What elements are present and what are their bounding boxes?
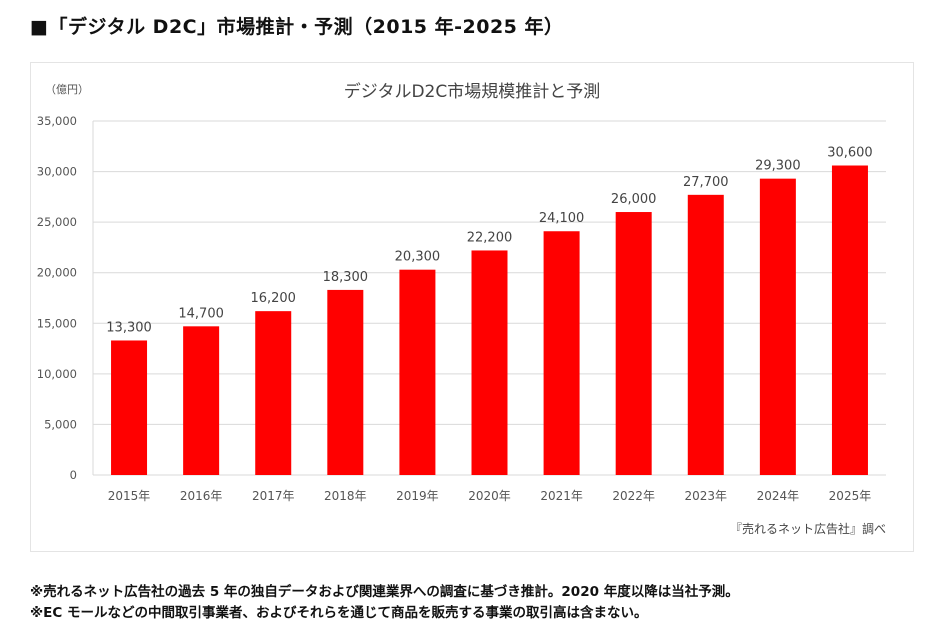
x-tick-label: 2023年	[684, 489, 727, 503]
footnote-1: ※売れるネット広告社の過去 5 年の独自データおよび関連業界への調査に基づき推計…	[30, 584, 739, 600]
bar	[327, 289, 364, 475]
footnote-2: ※EC モールなどの中間取引事業者、およびそれらを通じて商品を販売する事業の取引…	[30, 605, 648, 621]
data-label: 30,600	[827, 146, 873, 161]
data-label: 26,000	[611, 192, 657, 207]
footnotes: ※売れるネット広告社の過去 5 年の独自データおよび関連業界への調査に基づき推計…	[30, 582, 739, 624]
y-tick-label: 25,000	[37, 215, 77, 229]
bar	[255, 311, 292, 475]
data-label: 13,300	[106, 320, 152, 335]
y-tick-label: 5,000	[44, 417, 77, 431]
x-tick-label: 2024年	[757, 489, 800, 503]
data-label: 14,700	[178, 306, 224, 321]
data-label: 24,100	[539, 211, 585, 226]
bar	[831, 165, 868, 475]
bar	[399, 269, 436, 475]
data-label: 27,700	[683, 175, 729, 190]
chart-title: デジタルD2C市場規模推計と予測	[344, 81, 600, 102]
x-tick-label: 2021年	[540, 489, 583, 503]
y-tick-label: 15,000	[37, 316, 77, 330]
chart-container: デジタルD2C市場規模推計と予測 （億円） 0 5,000 10,000 15,000 20…	[30, 62, 914, 552]
bar	[111, 340, 148, 475]
x-tick-label: 2016年	[180, 489, 223, 503]
y-tick-label: 35,000	[37, 114, 77, 128]
x-tick-label: 2017年	[252, 489, 295, 503]
y-tick-label: 20,000	[37, 266, 77, 280]
x-tick-label: 2015年	[108, 489, 151, 503]
x-tick-label: 2018年	[324, 489, 367, 503]
x-tick-label: 2019年	[396, 489, 439, 503]
x-tick-label: 2020年	[468, 489, 511, 503]
x-tick-label: 2022年	[612, 489, 655, 503]
y-tick-label: 0	[70, 468, 77, 482]
bar	[543, 231, 580, 475]
data-label: 29,300	[755, 159, 801, 174]
bar	[687, 194, 724, 475]
bar-chart: デジタルD2C市場規模推計と予測 （億円） 0 5,000 10,000 15,000 20…	[37, 81, 886, 536]
y-tick-label: 30,000	[37, 165, 77, 179]
data-label: 22,200	[467, 230, 513, 245]
data-label: 18,300	[323, 270, 369, 285]
data-label: 20,300	[395, 250, 441, 265]
y-tick-label: 10,000	[37, 367, 77, 381]
x-tick-label: 2025年	[829, 489, 872, 503]
bar	[615, 212, 652, 475]
data-label: 16,200	[250, 291, 296, 306]
page-heading: ■「デジタル D2C」市場推計・予測（2015 年-2025 年）	[30, 16, 564, 38]
y-axis-unit: （億円）	[45, 83, 89, 96]
bar	[759, 178, 796, 475]
source-label: 『売れるネット広告社』調べ	[730, 521, 886, 536]
bar	[183, 326, 220, 475]
bar	[471, 250, 508, 475]
